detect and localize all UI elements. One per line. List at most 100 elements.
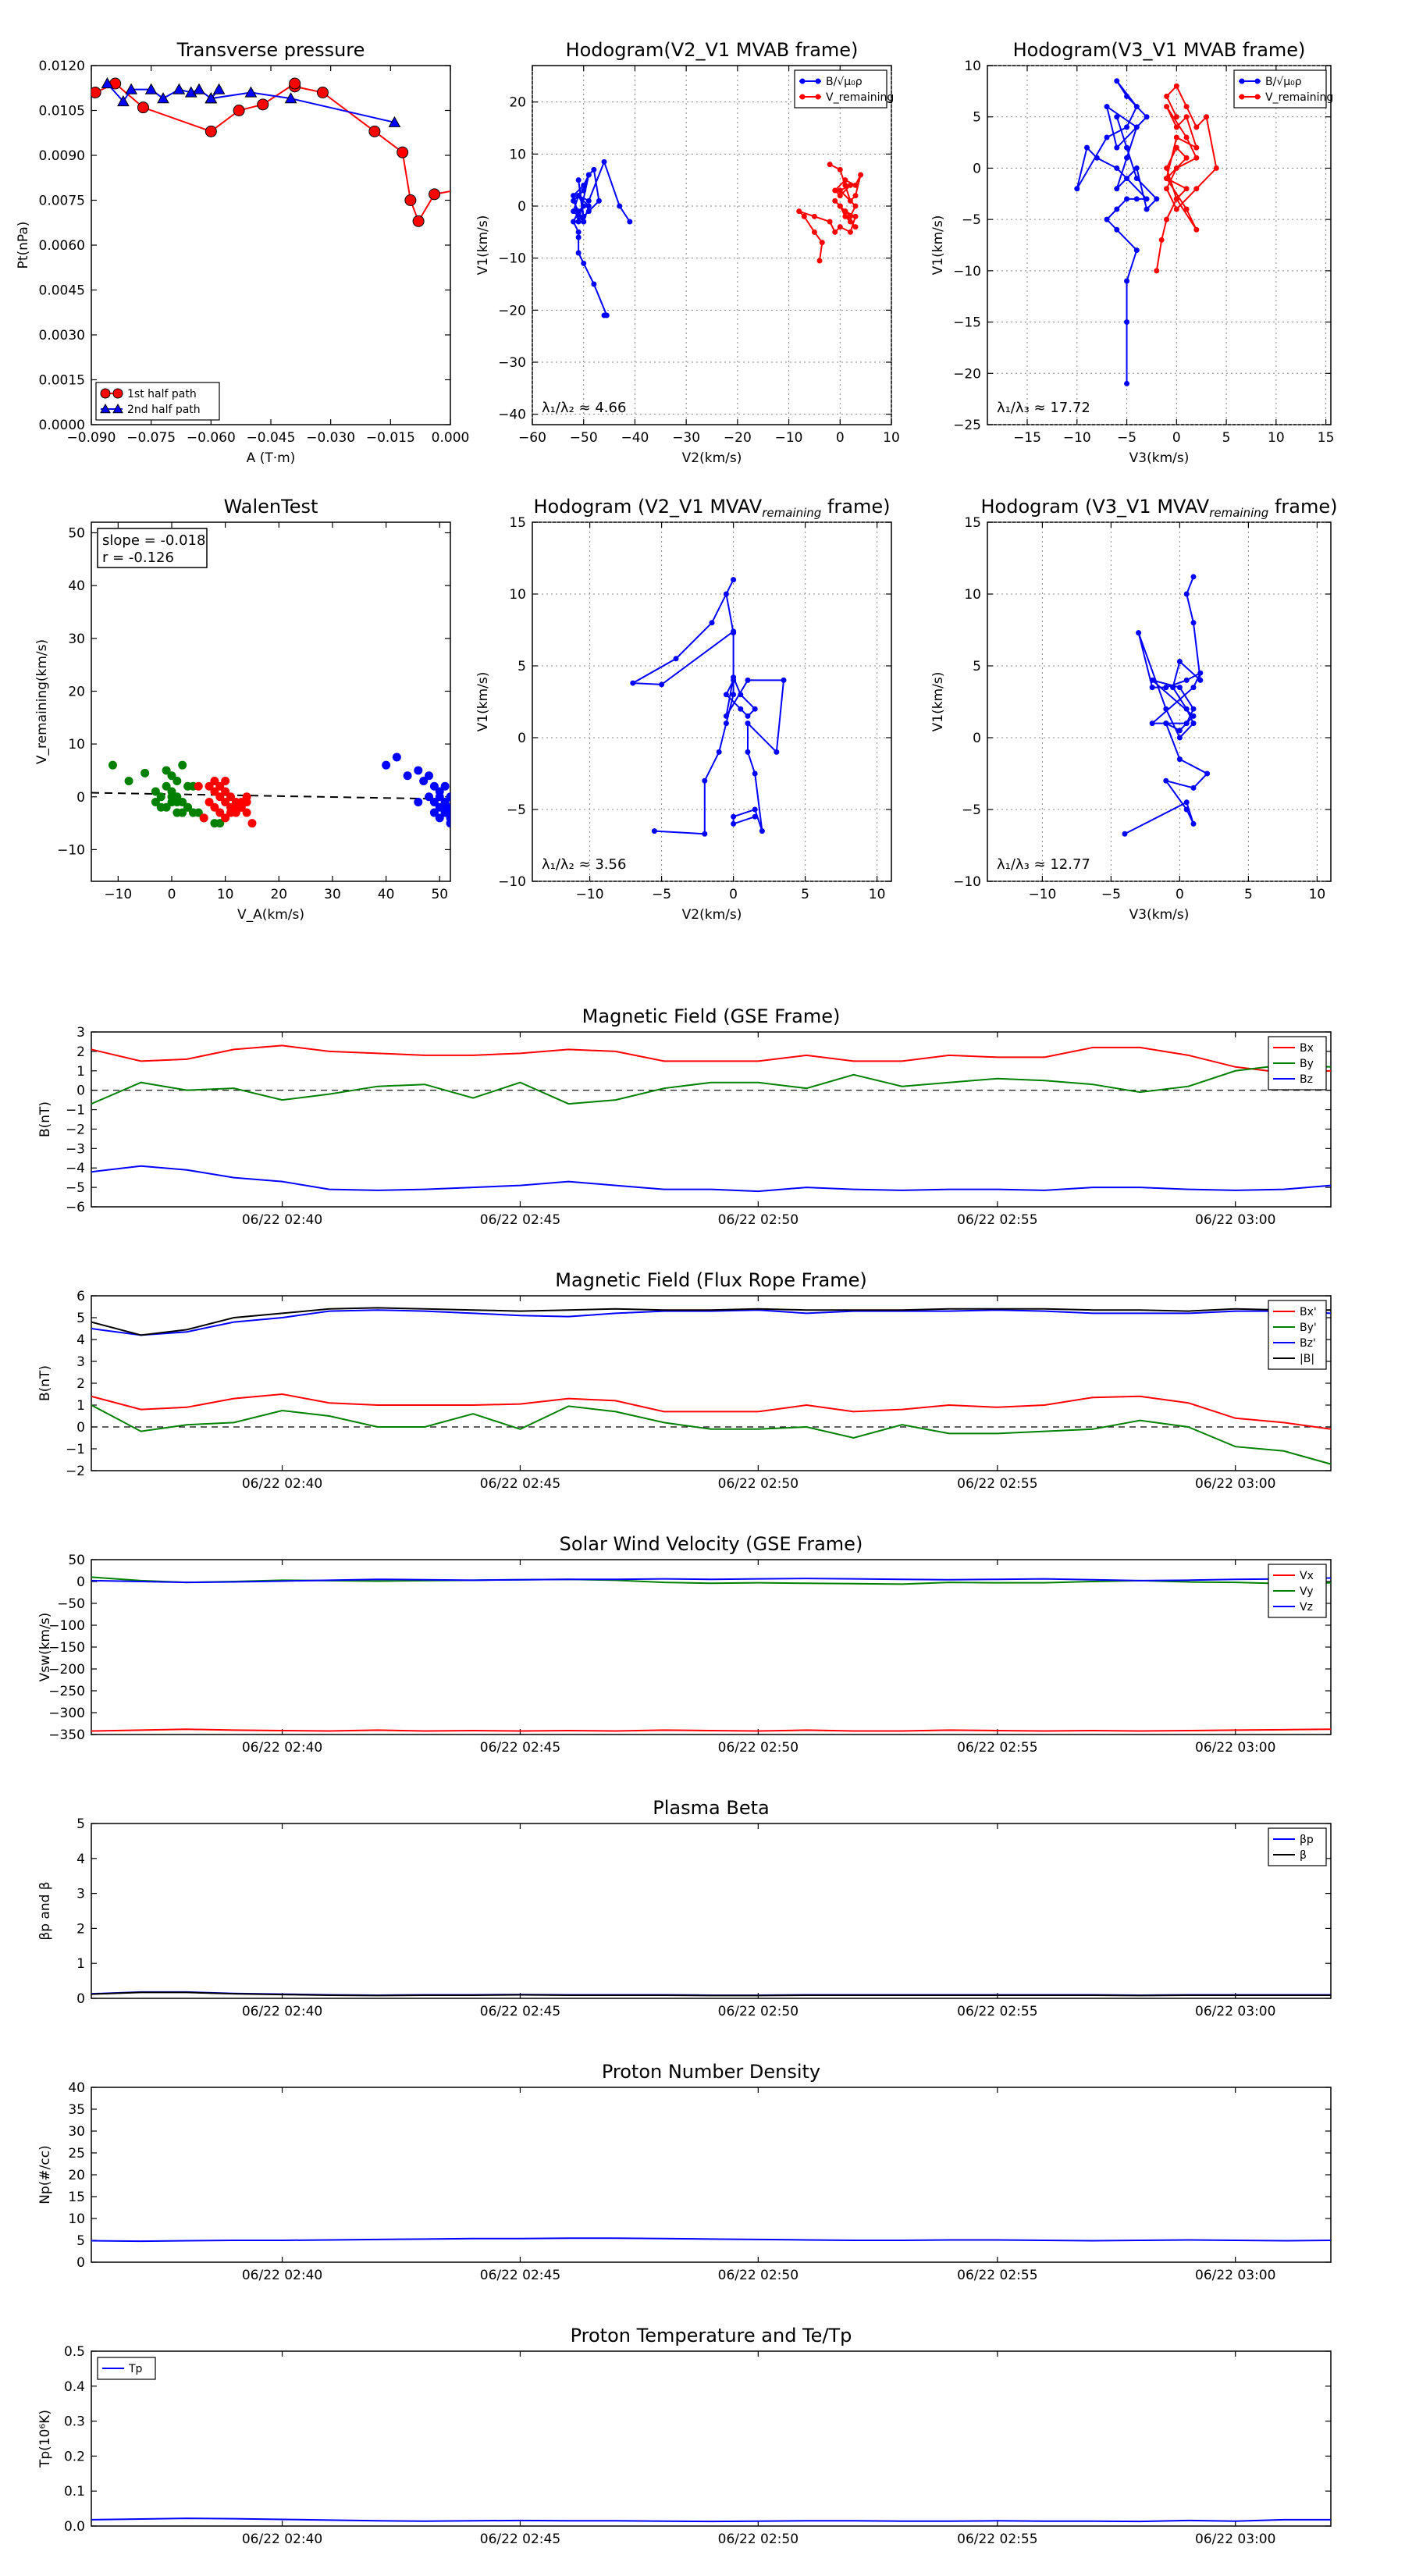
data-point — [1193, 124, 1200, 130]
series-Vx — [91, 1728, 1331, 1732]
data-point — [591, 281, 597, 287]
y-tick-label: −25 — [953, 418, 981, 433]
data-point — [571, 208, 577, 215]
data-point — [140, 768, 150, 777]
series-line — [91, 1577, 1331, 1584]
data-point — [585, 172, 592, 178]
legend: βp β — [1268, 1827, 1327, 1866]
chart-title: WalenTest — [224, 496, 318, 518]
data-point — [1183, 186, 1190, 192]
chart-title: Magnetic Field (Flux Rope Frame) — [555, 1269, 866, 1291]
data-point — [440, 781, 450, 791]
x-tick-label: 06/22 02:45 — [480, 2268, 560, 2283]
fit-line — [91, 792, 450, 800]
data-point — [1163, 706, 1169, 712]
chart-h31: −15 −10 −5 0 5 10 15 −25 −20 −15 −10 −5 0 5 10 Hodogram… — [930, 39, 1334, 466]
data-point — [731, 674, 737, 681]
series-|B| — [91, 1307, 1331, 1336]
data-point — [173, 798, 182, 807]
x-axis-label: V3(km/s) — [1129, 450, 1190, 466]
data-point — [842, 177, 848, 183]
data-point — [723, 591, 729, 597]
data-point — [709, 620, 715, 626]
data-point — [827, 219, 833, 225]
y-tick-label: 0.0030 — [39, 328, 85, 343]
legend-marker — [799, 78, 806, 84]
series-B/√μ₀ρ — [1074, 78, 1160, 386]
data-point — [1104, 134, 1110, 141]
data-point — [221, 813, 230, 823]
y-tick-label: 0.0060 — [39, 238, 85, 254]
legend: 1st half path 2nd half path — [95, 382, 220, 421]
y-tick-label: −20 — [498, 303, 526, 318]
data-point — [1190, 785, 1197, 791]
y-tick-label: 15 — [964, 515, 981, 531]
data-point — [752, 770, 758, 777]
data-point — [193, 83, 205, 94]
y-tick-label: −5 — [507, 802, 526, 818]
y-tick-label: 0 — [76, 1420, 85, 1436]
data-point — [316, 87, 329, 98]
data-point — [1124, 278, 1130, 284]
data-point — [1164, 176, 1170, 182]
y-tick-label: −1 — [66, 1442, 85, 1457]
data-point — [1183, 591, 1190, 597]
data-point — [1190, 574, 1197, 580]
data-point — [173, 83, 186, 94]
data-point — [731, 692, 737, 698]
data-point — [1164, 216, 1170, 222]
y-tick-label: 40 — [68, 2080, 85, 2096]
data-point — [210, 776, 219, 785]
data-point — [723, 713, 729, 719]
data-point — [1164, 165, 1170, 171]
y-axis-label: V1(km/s) — [475, 215, 491, 276]
data-point — [591, 166, 597, 173]
data-point — [205, 798, 214, 807]
data-point — [178, 760, 187, 770]
legend-label: βp — [1300, 1834, 1314, 1846]
y-tick-label: 10 — [509, 587, 526, 603]
plot-frame — [532, 65, 892, 425]
series-line — [91, 2517, 1331, 2523]
chart-bgse: 06/22 02:40 06/22 02:45 06/22 02:50 06/22 0… — [37, 1005, 1332, 1228]
data-point — [1133, 124, 1140, 130]
legend: B/√μ₀ρ V_remaining — [1233, 69, 1333, 109]
legend-label: 2nd half path — [127, 404, 201, 416]
data-point — [1133, 176, 1140, 182]
data-point — [173, 776, 182, 785]
data-point — [1183, 104, 1190, 110]
data-point — [1074, 186, 1080, 192]
y-tick-label: −50 — [57, 1596, 85, 1612]
eigen-ratio: λ₁/λ₂ ≈ 3.56 — [542, 856, 626, 873]
series-Vz — [91, 1577, 1331, 1584]
data-point — [832, 197, 838, 204]
y-tick-label: 20 — [509, 95, 526, 111]
legend-box — [1233, 69, 1327, 109]
data-point — [1124, 196, 1130, 202]
x-tick-label: 0.000 — [432, 430, 470, 446]
data-point — [1124, 319, 1130, 326]
y-axis-label: Np(#/cc) — [37, 2145, 53, 2204]
data-point — [847, 182, 853, 188]
y-tick-label: 0 — [76, 790, 85, 806]
y-tick-label: 5 — [518, 659, 526, 674]
data-point — [242, 792, 251, 802]
data-point — [832, 229, 838, 235]
x-tick-label: 06/22 02:50 — [718, 2532, 799, 2547]
data-point — [596, 197, 602, 204]
data-point — [1136, 630, 1142, 636]
data-point — [801, 213, 807, 219]
legend-label: β — [1300, 1849, 1307, 1862]
plot-frame — [987, 65, 1332, 425]
data-point — [1170, 685, 1176, 691]
data-point — [1204, 114, 1210, 120]
data-point — [702, 777, 708, 784]
data-point — [221, 798, 230, 807]
x-tick-label: 5 — [1222, 430, 1231, 446]
data-point — [1164, 93, 1170, 99]
legend-marker — [1254, 78, 1261, 84]
x-tick-label: 10 — [217, 887, 234, 902]
data-point — [837, 166, 843, 173]
data-point — [1144, 114, 1150, 120]
